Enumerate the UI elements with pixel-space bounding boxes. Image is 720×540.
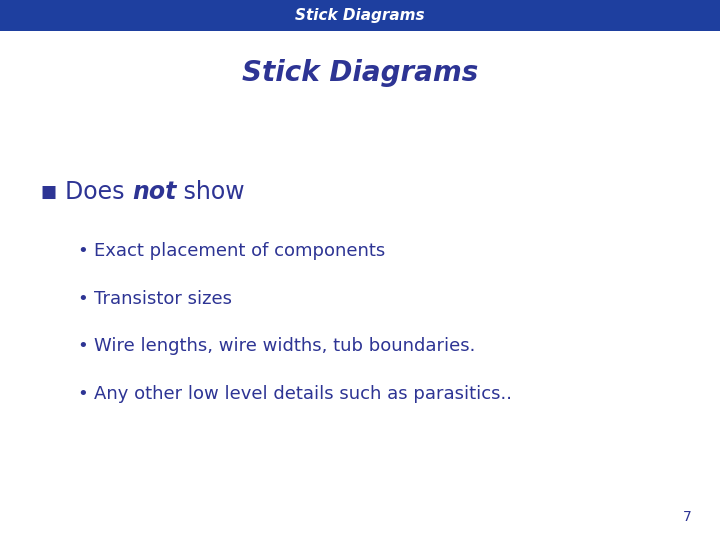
- Text: Stick Diagrams: Stick Diagrams: [242, 59, 478, 87]
- Text: Exact placement of components: Exact placement of components: [94, 242, 385, 260]
- Text: Stick Diagrams: Stick Diagrams: [295, 8, 425, 23]
- Text: 7: 7: [683, 510, 691, 524]
- Bar: [0, 0, 720, 31]
- Text: not: not: [132, 180, 176, 204]
- Text: Wire lengths, wire widths, tub boundaries.: Wire lengths, wire widths, tub boundarie…: [94, 337, 475, 355]
- Text: •: •: [78, 289, 88, 308]
- Text: Any other low level details such as parasitics..: Any other low level details such as para…: [94, 384, 512, 403]
- Text: ■: ■: [41, 183, 57, 201]
- Text: Transistor sizes: Transistor sizes: [94, 289, 232, 308]
- Text: show: show: [176, 180, 245, 204]
- Text: •: •: [78, 337, 88, 355]
- Text: Does: Does: [65, 180, 132, 204]
- Text: •: •: [78, 242, 88, 260]
- Text: •: •: [78, 384, 88, 403]
